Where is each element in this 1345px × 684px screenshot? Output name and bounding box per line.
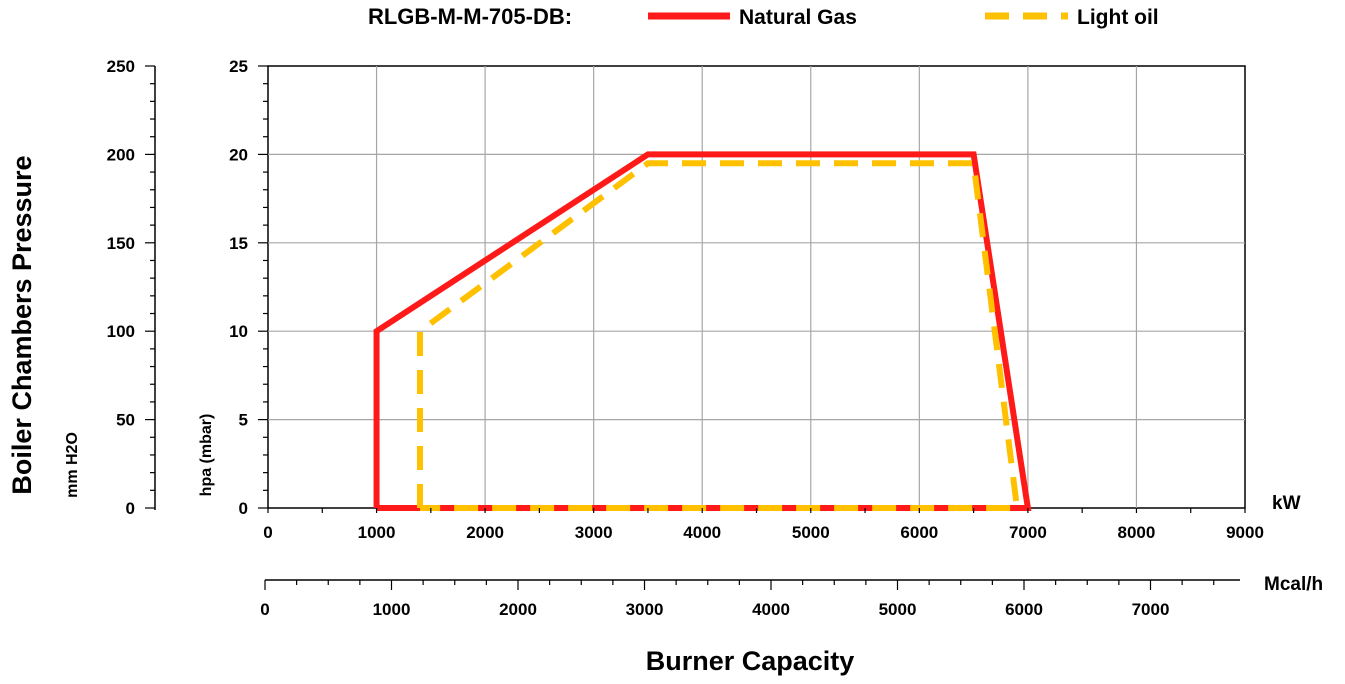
secondary-x-tick-labels: 0 1000 2000 3000 4000 5000 6000 7000 (260, 580, 1215, 619)
y-tick-label: 20 (229, 145, 248, 164)
y-tick-label: 0 (239, 499, 248, 518)
x-secondary-tick-label: 6000 (1005, 600, 1043, 619)
grid (268, 66, 1245, 508)
y-left-tick-label: 250 (107, 57, 135, 76)
y-left-tick-label: 200 (107, 145, 135, 164)
y-tick-label: 25 (229, 57, 248, 76)
x-secondary-tick-label: 1000 (373, 600, 411, 619)
legend-label-natural-gas: Natural Gas (739, 6, 857, 29)
x-secondary-tick-label: 7000 (1132, 600, 1170, 619)
legend-label-light-oil: Light oil (1077, 6, 1159, 29)
y-tick-label: 10 (229, 322, 248, 341)
x-secondary-tick-label: 5000 (879, 600, 917, 619)
y-axis-label: Boiler Chambers Pressure (7, 155, 37, 494)
x-tick-label: 2000 (466, 523, 504, 542)
x-secondary-tick-label: 2000 (499, 600, 537, 619)
x-tick-label: 0 (263, 523, 272, 542)
x-tick-label: 3000 (575, 523, 613, 542)
y-left-tick-label: 150 (107, 234, 135, 253)
x-tick-label: 5000 (792, 523, 830, 542)
x-tick-label: 9000 (1226, 523, 1264, 542)
x-tick-label: 1000 (358, 523, 396, 542)
x-unit-label: kW (1272, 493, 1301, 514)
x-secondary-tick-label: 0 (260, 600, 269, 619)
x-tick-label: 8000 (1118, 523, 1156, 542)
x-tick-label: 4000 (683, 523, 721, 542)
left-y-tick-labels: 0 50 100 150 200 250 (107, 57, 155, 518)
y-right-unit-label: hpa (mbar) (198, 414, 215, 497)
y-tick-label: 5 (239, 411, 248, 430)
x-tick-labels: 0 1000 2000 3000 4000 5000 6000 7000 8000 9000 (263, 508, 1264, 542)
y-left-tick-label: 0 (126, 499, 135, 518)
x-secondary-unit-label: Mcal/h (1264, 574, 1323, 595)
x-tick-label: 7000 (1009, 523, 1047, 542)
model-label: RLGB-M-M-705-DB: (368, 4, 572, 29)
plot-area (267, 65, 1246, 509)
series-line-light-oil (416, 160, 1021, 511)
y-left-unit-label: mm H2O (64, 432, 81, 498)
y-left-tick-label: 50 (116, 411, 135, 430)
x-secondary-tick-label: 4000 (752, 600, 790, 619)
y-left-tick-label: 100 (107, 322, 135, 341)
x-axis-label: Burner Capacity (646, 646, 855, 676)
y-tick-label: 15 (229, 234, 248, 253)
legend: Natural Gas Light oil (648, 6, 1159, 29)
x-tick-label: 6000 (900, 523, 938, 542)
x-secondary-tick-label: 3000 (626, 600, 664, 619)
y-tick-labels: 0 5 10 15 20 25 (229, 57, 268, 518)
